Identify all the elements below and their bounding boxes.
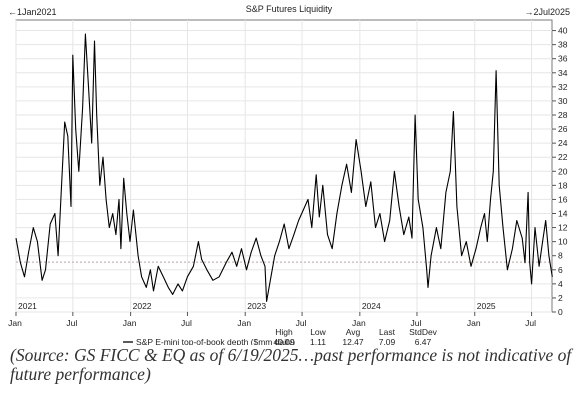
- y-tick-label: 18: [558, 180, 568, 190]
- y-tick-label: 4: [558, 279, 563, 289]
- y-tick-label: 12: [558, 223, 568, 233]
- x-tick-label: Jul: [525, 318, 536, 328]
- y-tick-label: 34: [558, 68, 568, 78]
- y-tick-label: 2: [558, 293, 563, 303]
- legend-label: S&P E-mini top-of-book depth ($mm daily): [136, 337, 295, 345]
- x-tick-label: Jan: [237, 318, 251, 328]
- date-range-start: ←1Jan2021: [8, 7, 57, 17]
- year-label: 2024: [362, 301, 381, 311]
- x-tick-label: Jul: [411, 318, 422, 328]
- y-tick-label: 10: [558, 237, 568, 247]
- x-tick-label: Jan: [467, 318, 481, 328]
- y-tick-label: 6: [558, 265, 563, 275]
- year-label: 2023: [247, 301, 266, 311]
- stat-value: 1.11: [310, 337, 326, 345]
- y-tick-label: 0: [558, 307, 563, 317]
- stat-header: Last: [379, 327, 396, 337]
- y-tick-label: 26: [558, 124, 568, 134]
- caption-line-2: future performance): [10, 364, 151, 384]
- y-tick-label: 28: [558, 110, 568, 120]
- stat-header: Low: [310, 327, 326, 337]
- y-tick-label: 30: [558, 96, 568, 106]
- year-label: 2022: [133, 301, 152, 311]
- plot-area: [15, 19, 553, 313]
- stat-value: 7.09: [379, 337, 396, 345]
- y-tick-label: 20: [558, 166, 568, 176]
- x-tick-label: Jul: [181, 318, 192, 328]
- y-tick-label: 22: [558, 152, 568, 162]
- x-tick-label: Jan: [352, 318, 366, 328]
- stat-value: 40.09: [273, 337, 295, 345]
- date-range-end: →2Jul2025: [524, 7, 570, 17]
- year-label: 2021: [18, 301, 37, 311]
- y-tick-label: 40: [558, 26, 568, 36]
- y-tick-label: 38: [558, 40, 568, 50]
- chart-title: S&P Futures Liquidity: [246, 4, 333, 14]
- x-tick-label: Jan: [123, 318, 137, 328]
- year-label: 2025: [477, 301, 496, 311]
- liquidity-chart: 0 2 4 6 8 10 12 14 16 18 20 22 24 26 28 30 32 34 36 38 40 Jan…: [8, 4, 570, 345]
- x-tick-label: Jul: [66, 318, 77, 328]
- y-tick-label: 14: [558, 208, 568, 218]
- stat-header: High: [275, 327, 293, 337]
- x-tick-label: Jul: [296, 318, 307, 328]
- y-tick-label: 24: [558, 138, 568, 148]
- y-tick-label: 36: [558, 54, 568, 64]
- stat-header: StdDev: [409, 327, 438, 337]
- y-tick-label: 32: [558, 82, 568, 92]
- x-tick-label: Jan: [8, 318, 22, 328]
- stat-value: 6.47: [415, 337, 432, 345]
- series-line: [15, 33, 553, 302]
- y-tick-label: 16: [558, 194, 568, 204]
- source-caption: (Source: GS FICC & EQ as of 6/19/2025…pa…: [10, 345, 572, 384]
- y-tick-label: 8: [558, 251, 563, 261]
- stat-value: 12.47: [342, 337, 364, 345]
- stat-header: Avg: [346, 327, 361, 337]
- chart-canvas: 0246810121416182022242628303234363840Jan…: [8, 4, 570, 345]
- caption-line-1: (Source: GS FICC & EQ as of 6/19/2025…pa…: [10, 345, 572, 365]
